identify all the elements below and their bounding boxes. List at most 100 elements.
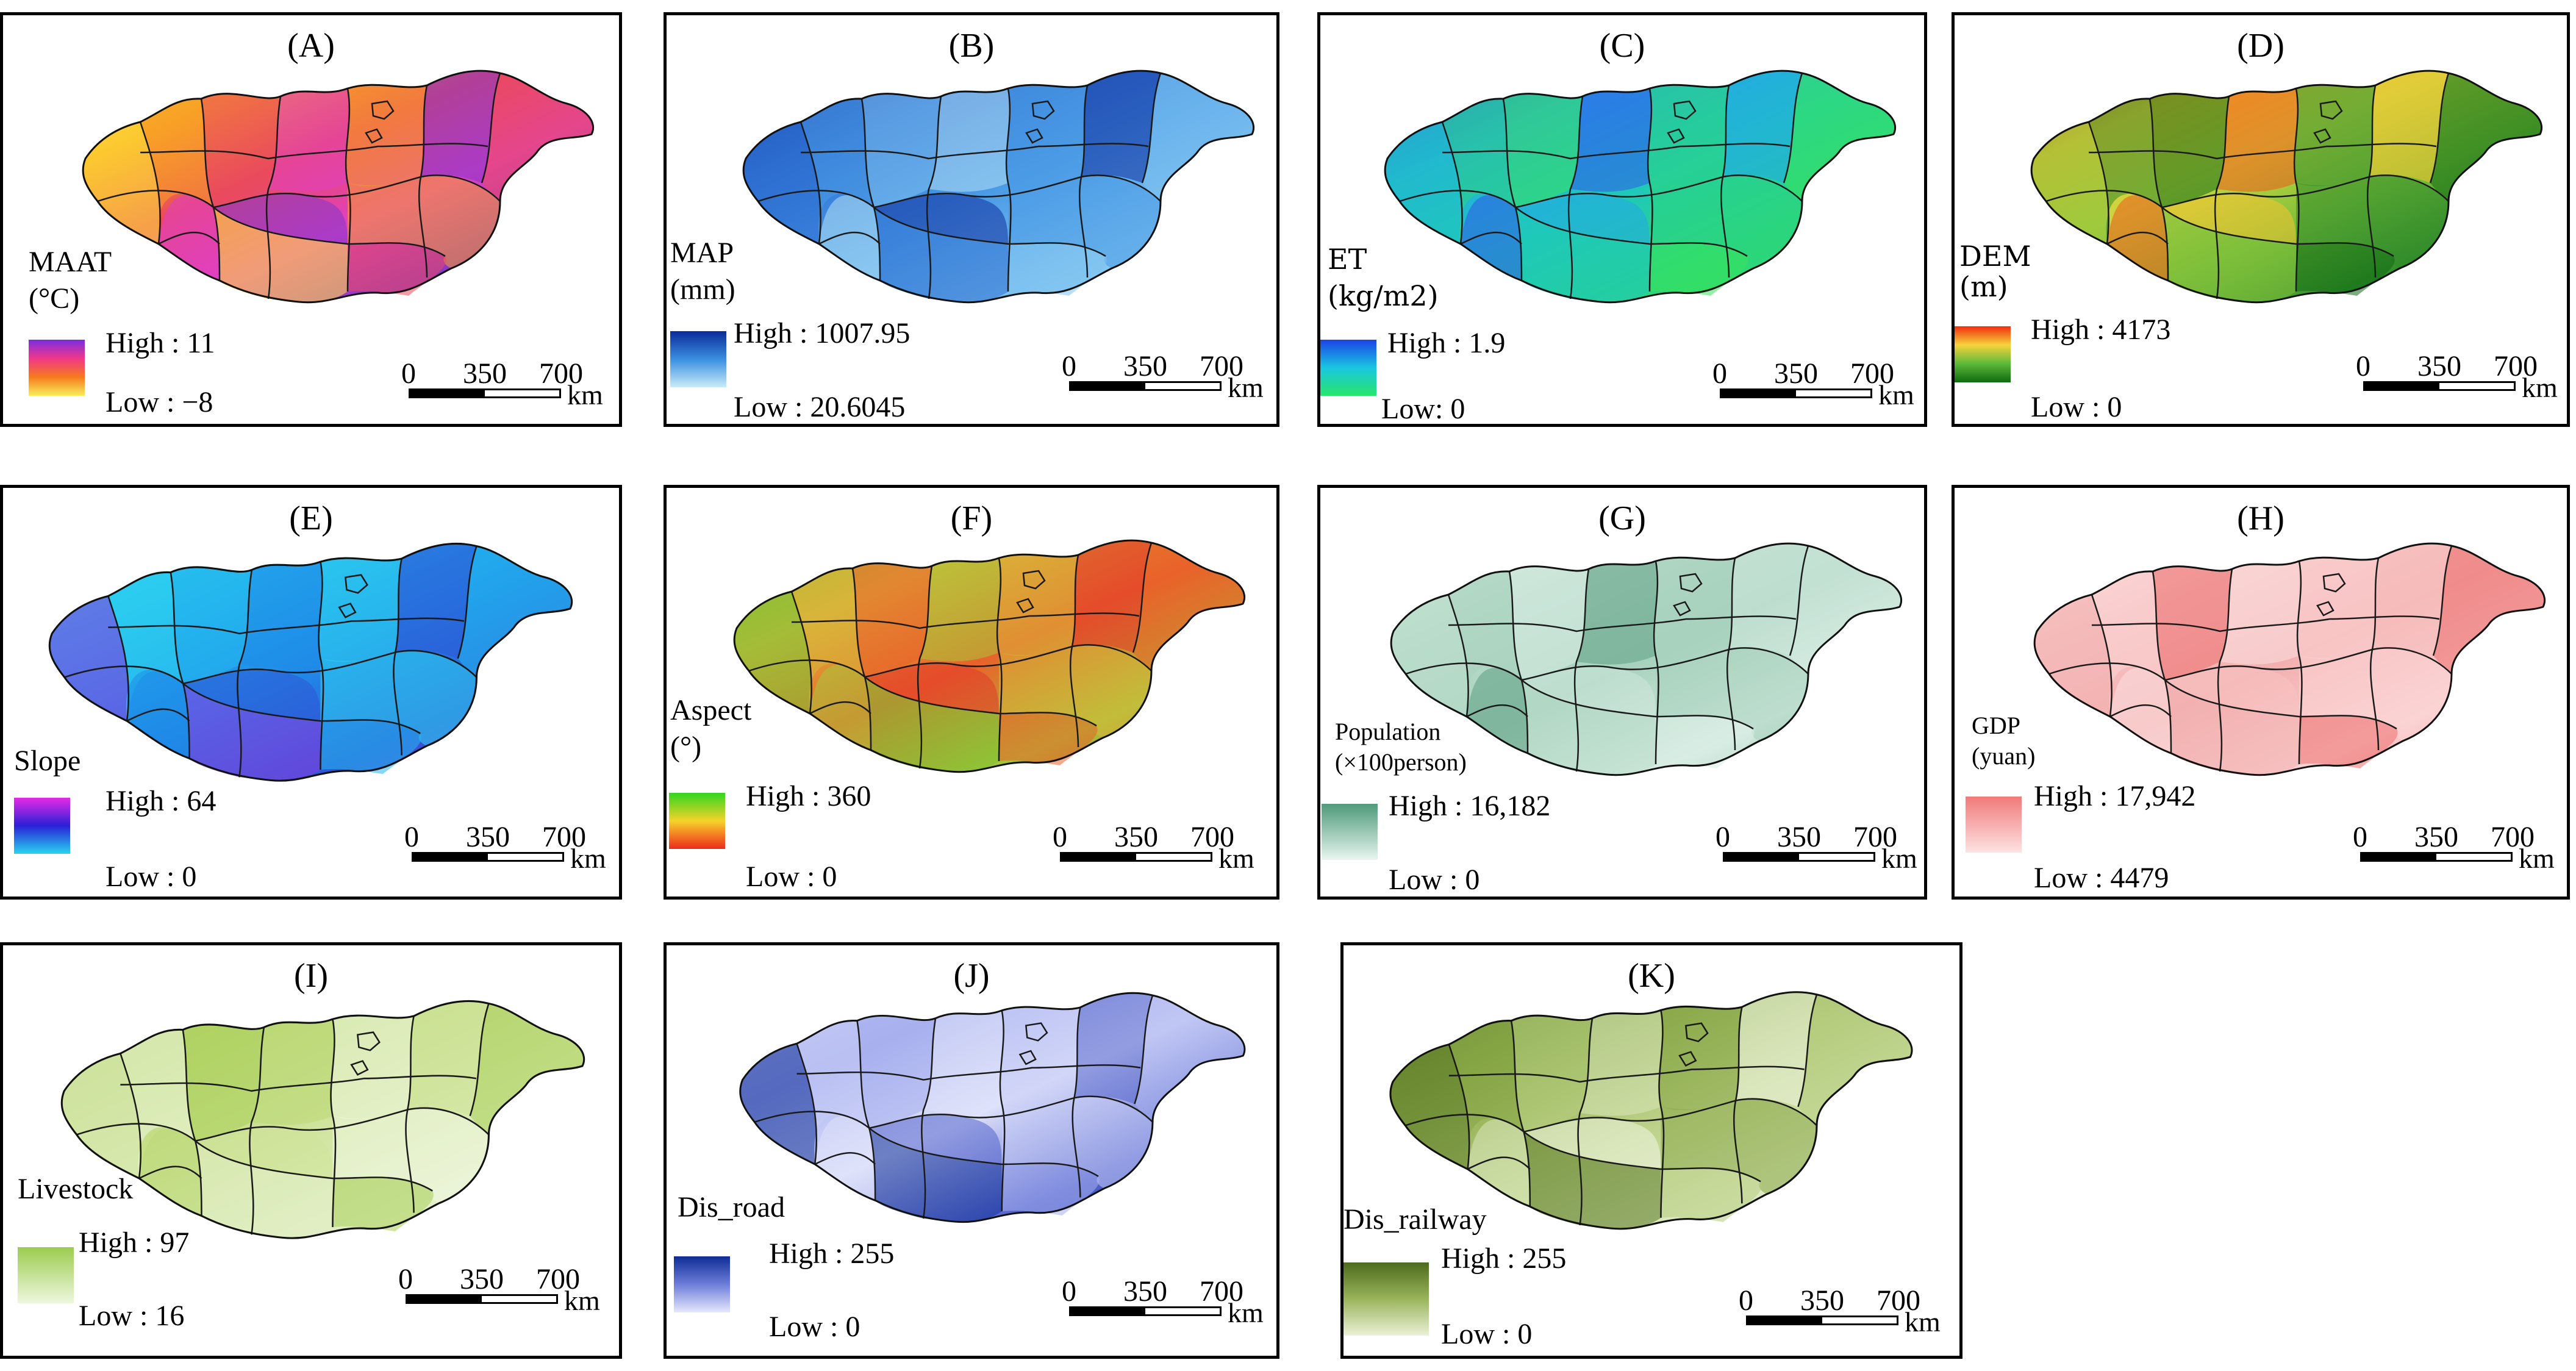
scale-bar: 0 350 700 km <box>1739 1284 1941 1337</box>
province-region <box>792 568 865 714</box>
province-region <box>1576 561 1658 665</box>
legend-low: Low : 0 <box>2031 391 2122 423</box>
province-region <box>815 1115 876 1201</box>
province-border <box>1573 568 1590 772</box>
province-border <box>2161 207 2394 257</box>
scale-bar: 0 350 700 km <box>2356 349 2558 403</box>
province-border <box>120 1053 142 1179</box>
scale-tick-350: 350 <box>2414 821 2458 853</box>
province-border <box>1658 1010 1665 1218</box>
province-border <box>1141 73 1162 184</box>
panel-title: (F) <box>950 499 993 537</box>
province-border <box>76 1107 490 1142</box>
capital-boundary <box>1673 601 1691 617</box>
province-region <box>1134 995 1245 1122</box>
province-border <box>237 570 253 778</box>
province-region <box>213 207 348 302</box>
scale-bar-graphic <box>409 388 561 398</box>
province-border <box>1448 615 1797 632</box>
scale-bar: 0 350 700 km <box>398 1262 601 1316</box>
province-border <box>796 1043 818 1165</box>
province-border <box>796 1064 1141 1081</box>
province-region <box>182 1024 264 1141</box>
legend-high: High : 64 <box>106 785 216 817</box>
scale-bar-graphic <box>1720 388 1872 398</box>
province-region <box>348 175 500 268</box>
province-region <box>127 671 190 759</box>
province-region <box>929 88 1010 192</box>
province-region <box>139 1128 202 1216</box>
province-region <box>108 572 184 721</box>
province-region <box>1467 1119 1530 1207</box>
scale-tick-350: 350 <box>1123 1275 1167 1308</box>
province-region <box>318 558 402 662</box>
scale-bar-graphic <box>412 852 564 862</box>
province-border <box>182 682 421 734</box>
scale-tick-700: 700 <box>1190 821 1234 853</box>
scale-tick-0: 0 <box>1053 821 1067 853</box>
province-region <box>810 665 871 750</box>
province-region <box>1648 85 1729 187</box>
province-region <box>195 1140 333 1237</box>
province-region <box>407 1001 489 1116</box>
legend-low: Low : 16 <box>79 1300 185 1332</box>
legend-high: High : 360 <box>746 780 871 812</box>
country-outline <box>1389 991 1913 1230</box>
scale-unit: km <box>2519 843 2555 874</box>
province-region <box>2294 85 2375 187</box>
panel-a: (A) MAAT (°C) High : 11 Low : −8 0 350 7… <box>0 12 622 427</box>
province-region <box>2217 88 2298 192</box>
legend-gradient <box>14 798 70 854</box>
capital-boundary <box>1025 128 1043 144</box>
province-border <box>790 591 812 714</box>
country-outline <box>742 70 1255 304</box>
scale-tick-700: 700 <box>536 1263 580 1295</box>
variable-label: Livestock <box>18 1173 134 1205</box>
province-region <box>2296 175 2449 268</box>
province-region <box>195 1126 333 1179</box>
province-border <box>757 174 1161 209</box>
panel-g: (G) Population (×100person) High : 16,18… <box>1317 485 1927 900</box>
scale-tick-700: 700 <box>542 821 586 853</box>
capital-boundary <box>350 1060 369 1076</box>
province-region <box>1001 1096 1153 1189</box>
province-border <box>873 207 1106 257</box>
province-border <box>120 1075 477 1092</box>
province-region <box>1461 195 1522 281</box>
province-region <box>2162 193 2296 244</box>
province-region <box>239 562 323 668</box>
scale-tick-700: 700 <box>1877 1284 1920 1317</box>
province-region <box>1656 648 1808 741</box>
province-region <box>331 1015 414 1120</box>
province-border <box>748 644 1152 678</box>
capital-boundary <box>345 574 368 594</box>
province-region <box>183 683 321 780</box>
province-region <box>1142 73 1254 201</box>
scale-tick-0: 0 <box>1062 1275 1076 1308</box>
panel-h: (H) GDP (yuan) High : 17,942 Low : 4479 … <box>1952 485 2570 900</box>
province-border <box>1460 231 1522 245</box>
scale-bar: 0 350 700 km <box>1062 1275 1264 1328</box>
legend-low: Low : 20.6045 <box>734 391 906 423</box>
panel-title: (H) <box>2237 499 2284 537</box>
province-region <box>1081 71 1161 183</box>
province-border <box>140 143 488 160</box>
variable-label: Slope <box>14 745 81 777</box>
variable-label: MAP (mm) <box>670 237 735 306</box>
province-region <box>1659 1006 1742 1111</box>
province-border <box>97 174 501 209</box>
scale-unit: km <box>1905 1306 1941 1337</box>
capital-boundary <box>1022 570 1046 590</box>
capital-boundary <box>1018 1050 1037 1065</box>
province-border <box>1441 121 1463 245</box>
province-region <box>170 567 252 684</box>
legend-high: High : 1007.95 <box>734 317 911 349</box>
province-region <box>1008 243 1107 296</box>
choropleth-map <box>739 992 1246 1223</box>
province-region <box>2372 543 2452 656</box>
province-region <box>874 207 1008 302</box>
province-region <box>1448 571 1522 717</box>
variable-label: ET (kg/m2) <box>1328 243 1439 312</box>
province-border <box>754 1095 1153 1129</box>
choropleth-map <box>733 539 1246 773</box>
